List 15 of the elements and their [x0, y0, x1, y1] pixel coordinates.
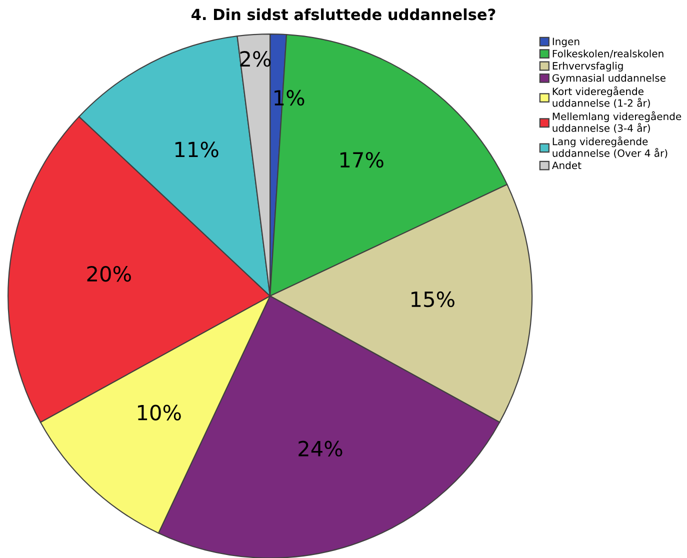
data-label: 17%	[340, 152, 384, 168]
data-label: 15%	[412, 291, 454, 308]
data-label: 20%	[87, 266, 131, 282]
legend-label: Kort videregående uddannelse (1-2 år)	[552, 86, 650, 108]
data-label: 11%	[175, 142, 218, 158]
legend-label: Ingen	[552, 38, 580, 48]
chart-title: 4. Din sidst afsluttede uddannelse?	[192, 8, 496, 20]
data-label: 10%	[138, 404, 181, 420]
legend-label: Lang videregående uddannelse (Over 4 år)	[552, 136, 668, 158]
data-label: 24%	[298, 440, 342, 457]
legend-label: Folkeskolen/realskolen	[552, 50, 664, 58]
legend-label: Mellemlang videregående uddannelse (3-4 år)	[552, 111, 682, 134]
legend-label: Erhvervsfaglig	[552, 62, 623, 72]
legend-label: Andet	[552, 161, 582, 170]
legend-label: Gymnasial uddannelse	[552, 74, 666, 84]
